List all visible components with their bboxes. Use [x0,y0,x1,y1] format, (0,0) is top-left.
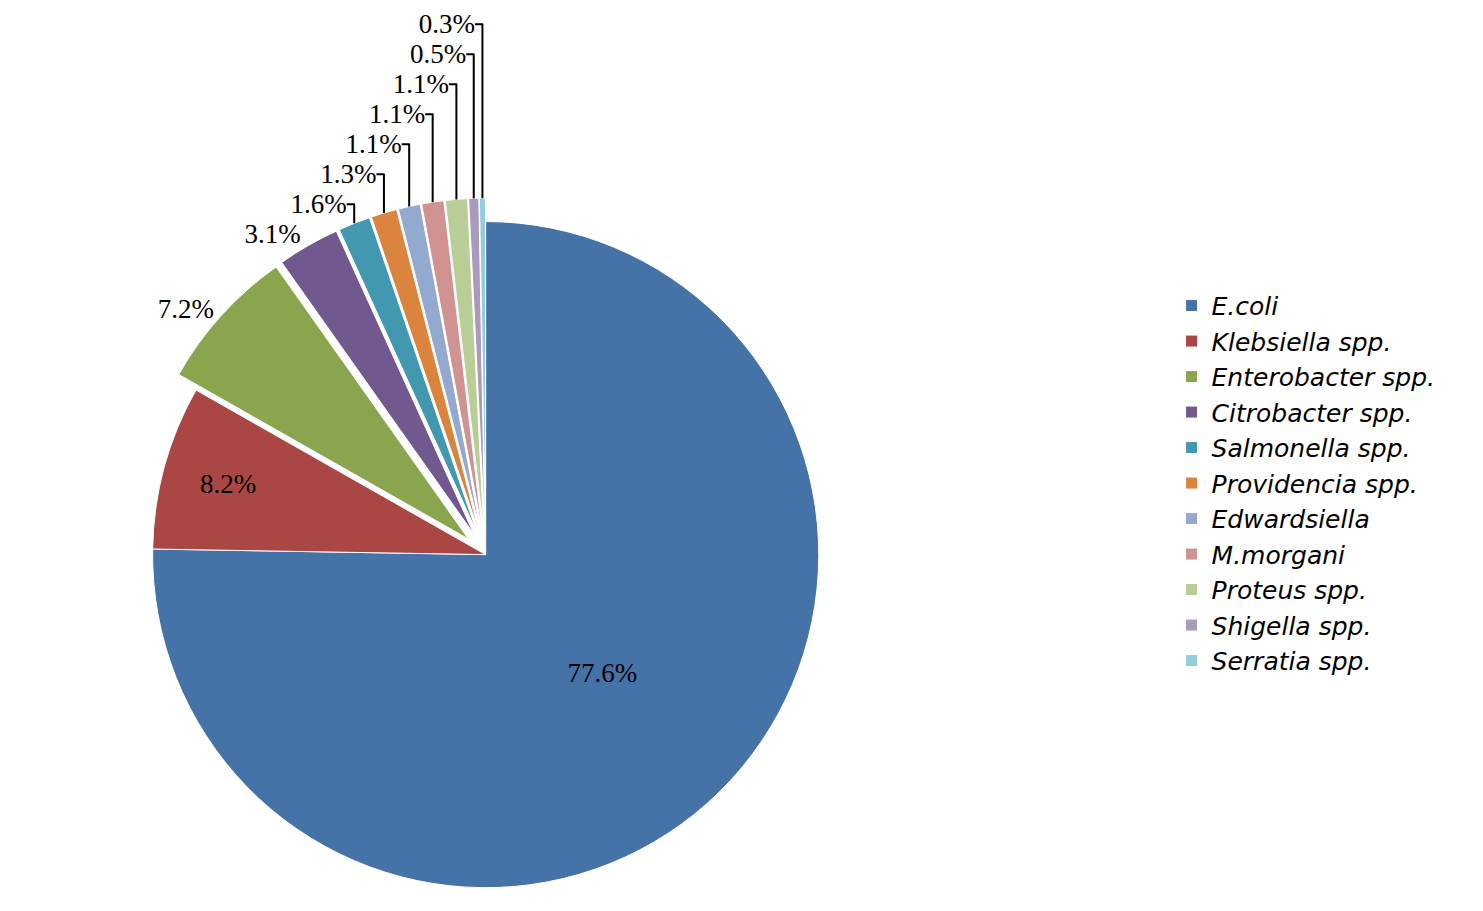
svg-text:0.3%: 0.3% [419,9,475,39]
svg-text:Klebsiella spp.: Klebsiella spp. [1212,328,1392,357]
svg-text:1.1%: 1.1% [393,69,449,99]
svg-text:Edwardsiella: Edwardsiella [1212,505,1370,534]
svg-text:Salmonella spp.: Salmonella spp. [1212,434,1411,463]
svg-text:Shigella spp.: Shigella spp. [1212,612,1372,641]
svg-text:1.3%: 1.3% [320,159,376,189]
svg-text:Proteus spp.: Proteus spp. [1212,576,1367,605]
svg-text:8.2%: 8.2% [200,469,256,499]
svg-text:77.6%: 77.6% [568,658,638,688]
svg-text:1.1%: 1.1% [345,129,401,159]
svg-text:Citrobacter spp.: Citrobacter spp. [1212,399,1413,428]
svg-text:0.5%: 0.5% [410,39,466,69]
svg-text:1.1%: 1.1% [369,99,425,129]
svg-text:Providencia spp.: Providencia spp. [1212,470,1418,499]
svg-text:Serratia spp.: Serratia spp. [1212,647,1372,676]
svg-text:7.2%: 7.2% [158,294,214,324]
svg-text:3.1%: 3.1% [245,219,301,249]
svg-text:E.coli: E.coli [1212,292,1279,321]
svg-text:M.morgani: M.morgani [1212,541,1345,570]
svg-text:Enterobacter spp.: Enterobacter spp. [1212,363,1435,392]
svg-text:1.6%: 1.6% [290,189,346,219]
